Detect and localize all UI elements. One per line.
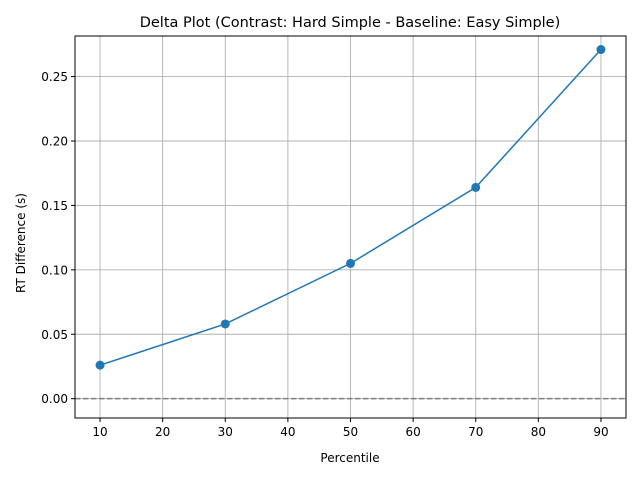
x-tick-label: 50 bbox=[343, 425, 358, 439]
y-tick-label: 0.00 bbox=[41, 392, 68, 406]
data-point bbox=[220, 319, 230, 329]
y-tick-label: 0.15 bbox=[41, 199, 68, 213]
x-axis-ticks: 10 20 30 40 50 60 70 80 90 bbox=[92, 418, 609, 439]
x-tick-label: 60 bbox=[405, 425, 420, 439]
data-point bbox=[346, 258, 355, 268]
y-tick-label: 0.20 bbox=[41, 135, 68, 149]
grid bbox=[75, 36, 626, 418]
y-tick-label: 0.10 bbox=[41, 263, 68, 277]
y-axis-ticks: 0.00 0.05 0.10 0.15 0.20 0.25 bbox=[41, 70, 75, 406]
y-axis-label: RT Difference (s) bbox=[14, 193, 28, 293]
y-tick-label: 0.05 bbox=[41, 328, 68, 342]
data-point bbox=[471, 182, 481, 192]
x-tick-label: 30 bbox=[218, 425, 233, 439]
x-tick-label: 90 bbox=[593, 425, 608, 439]
x-tick-label: 10 bbox=[92, 425, 107, 439]
data-points bbox=[95, 45, 606, 370]
x-tick-label: 20 bbox=[155, 425, 170, 439]
data-point bbox=[596, 45, 606, 55]
x-tick-label: 80 bbox=[531, 425, 546, 439]
data-point bbox=[95, 360, 105, 370]
x-tick-label: 40 bbox=[280, 425, 295, 439]
y-tick-label: 0.25 bbox=[41, 70, 68, 84]
chart-title: Delta Plot (Contrast: Hard Simple - Base… bbox=[140, 15, 561, 31]
x-axis-label: Percentile bbox=[320, 451, 379, 465]
x-tick-label: 70 bbox=[468, 425, 483, 439]
